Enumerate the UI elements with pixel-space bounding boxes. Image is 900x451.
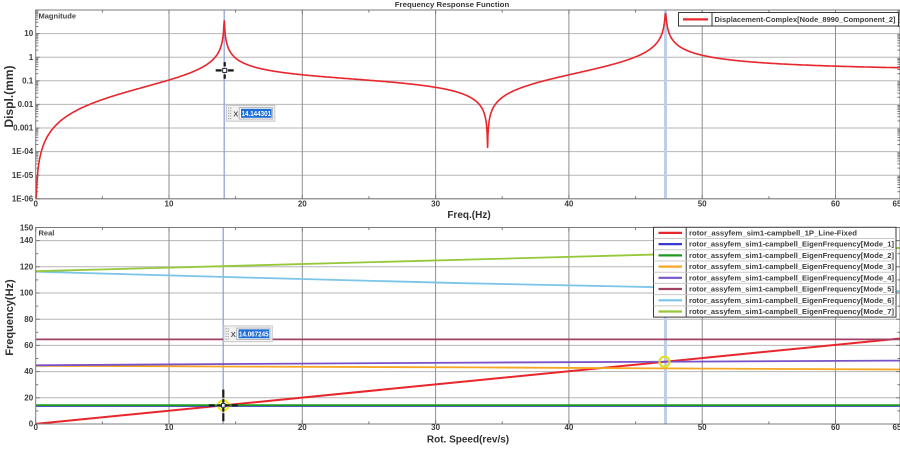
svg-text:60: 60 (24, 341, 33, 350)
svg-text:rotor_assyfem_sim1-campbell_1P: rotor_assyfem_sim1-campbell_1P_Line-Fixe… (689, 231, 857, 238)
svg-text:rotor_assyfem_sim1-campbell_Ei: rotor_assyfem_sim1-campbell_EigenFrequen… (689, 287, 894, 294)
svg-text:120: 120 (20, 262, 34, 271)
svg-text:40: 40 (564, 200, 573, 209)
svg-text:140: 140 (20, 236, 34, 245)
svg-text:14.067245: 14.067245 (239, 332, 269, 339)
svg-text:0.1: 0.1 (22, 76, 34, 85)
svg-text:10: 10 (165, 423, 174, 432)
svg-text:10: 10 (24, 29, 33, 38)
svg-text:0: 0 (33, 423, 38, 432)
svg-text:Rot. Speed(rev/s): Rot. Speed(rev/s) (427, 435, 509, 446)
svg-text:20: 20 (298, 423, 307, 432)
svg-text:50: 50 (698, 200, 707, 209)
svg-text:65: 65 (893, 423, 900, 432)
svg-text:X: X (231, 330, 236, 339)
svg-text:Displacement-Complex[Node_8990: Displacement-Complex[Node_8990_Component… (715, 17, 896, 24)
svg-text:40: 40 (24, 367, 33, 376)
svg-text:65: 65 (893, 200, 900, 209)
svg-text:50: 50 (698, 423, 707, 432)
svg-text:rotor_assyfem_sim1-campbell_Ei: rotor_assyfem_sim1-campbell_EigenFrequen… (689, 242, 894, 249)
svg-text:1E-04: 1E-04 (12, 147, 34, 156)
svg-text:1E-05: 1E-05 (12, 171, 34, 180)
svg-text:20: 20 (24, 393, 33, 402)
svg-text:1: 1 (29, 53, 34, 62)
svg-text:Freq.(Hz): Freq.(Hz) (447, 210, 490, 221)
svg-text:60: 60 (831, 423, 840, 432)
svg-text:rotor_assyfem_sim1-campbell_Ei: rotor_assyfem_sim1-campbell_EigenFrequen… (689, 309, 894, 316)
svg-text:30: 30 (431, 423, 440, 432)
svg-text:20: 20 (298, 200, 307, 209)
svg-text:0.001: 0.001 (13, 124, 34, 133)
svg-text:rotor_assyfem_sim1-campbell_Ei: rotor_assyfem_sim1-campbell_EigenFrequen… (689, 253, 894, 260)
svg-text:1E-06: 1E-06 (12, 194, 34, 203)
svg-text:30: 30 (431, 200, 440, 209)
svg-text:Magnitude: Magnitude (39, 12, 77, 21)
svg-text:10: 10 (165, 200, 174, 209)
svg-text:X: X (233, 110, 238, 119)
svg-text:0.01: 0.01 (18, 100, 34, 109)
svg-text:rotor_assyfem_sim1-campbell_Ei: rotor_assyfem_sim1-campbell_EigenFrequen… (689, 264, 894, 271)
svg-text:14.144301: 14.144301 (242, 111, 272, 118)
svg-text:150: 150 (20, 224, 34, 233)
svg-text:Frequency Response Function: Frequency Response Function (395, 0, 510, 9)
svg-text:80: 80 (24, 315, 33, 324)
svg-text:rotor_assyfem_sim1-campbell_Ei: rotor_assyfem_sim1-campbell_EigenFrequen… (689, 298, 894, 305)
svg-text:60: 60 (831, 200, 840, 209)
svg-text:0: 0 (29, 420, 34, 429)
svg-text:40: 40 (564, 423, 573, 432)
svg-text:0: 0 (33, 200, 38, 209)
svg-text:Real: Real (39, 229, 55, 238)
svg-text:100: 100 (20, 289, 34, 298)
svg-text:Displ.(mm): Displ.(mm) (2, 65, 16, 127)
svg-text:Frequency(Hz): Frequency(Hz) (4, 279, 16, 356)
svg-text:rotor_assyfem_sim1-campbell_Ei: rotor_assyfem_sim1-campbell_EigenFrequen… (689, 275, 894, 282)
